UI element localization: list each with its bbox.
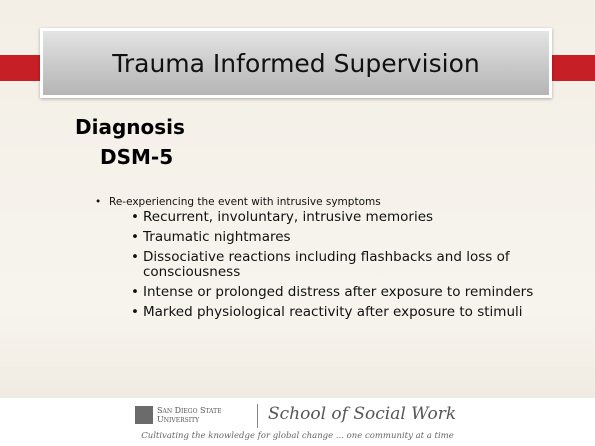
subheading: DSM-5 <box>100 145 174 169</box>
title-box: Trauma Informed Supervision <box>40 28 552 98</box>
bullet: Re-experiencing the event with intrusive… <box>95 196 555 320</box>
logo-line: San Diego State <box>157 406 222 415</box>
logo: San Diego State University <box>135 406 222 424</box>
bullet-list: Re-experiencing the event with intrusive… <box>95 196 555 325</box>
sub-bullet: Recurrent, involuntary, intrusive memori… <box>131 210 553 226</box>
sub-bullet: Traumatic nightmares <box>131 230 553 246</box>
title: Trauma Informed Supervision <box>112 48 480 78</box>
sub-bullet-list: Recurrent, involuntary, intrusive memori… <box>131 210 555 321</box>
bullet-text: Re-experiencing the event with intrusive… <box>109 196 381 208</box>
sub-bullet: Intense or prolonged distress after expo… <box>131 285 553 301</box>
school-name: School of Social Work <box>268 404 457 424</box>
heading: Diagnosis <box>75 115 185 139</box>
footer: San Diego State University School of Soc… <box>0 398 595 446</box>
logo-text: San Diego State University <box>157 406 222 424</box>
sub-bullet: Marked physiological reactivity after ex… <box>131 305 553 321</box>
tagline: Cultivating the knowledge for global cha… <box>141 431 454 441</box>
red-bar <box>552 55 595 81</box>
divider <box>257 404 258 428</box>
red-bar <box>0 55 42 81</box>
sub-bullet: Dissociative reactions including flashba… <box>131 250 553 280</box>
logo-line: University <box>157 415 200 424</box>
logo-icon <box>135 406 153 424</box>
